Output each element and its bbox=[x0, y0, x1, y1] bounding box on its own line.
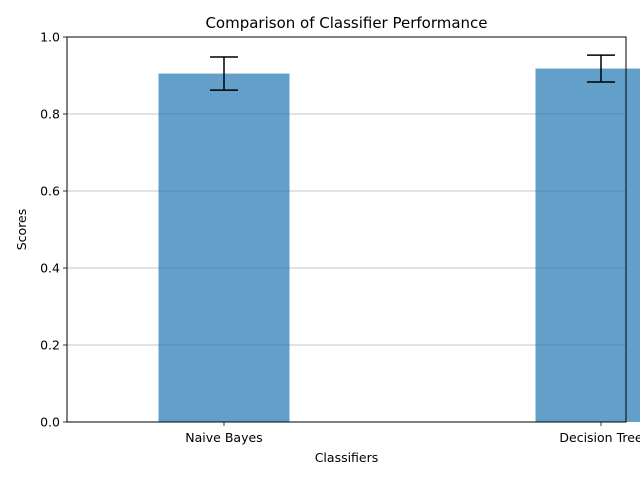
x-tick-label: Naive Bayes bbox=[185, 430, 262, 445]
plot-frame bbox=[66, 36, 627, 423]
bars bbox=[158, 68, 640, 422]
bar-naive-bayes bbox=[158, 73, 290, 422]
chart-title: Comparison of Classifier Performance bbox=[205, 14, 487, 32]
y-tick-label: 0.4 bbox=[40, 261, 60, 276]
y-axis-ticks: 0.0 0.2 0.4 0.6 0.8 1.0 bbox=[40, 30, 67, 430]
x-tick-label: Decision Tree bbox=[559, 430, 640, 445]
y-tick-label: 1.0 bbox=[40, 30, 60, 45]
x-axis-label: Classifiers bbox=[315, 450, 379, 465]
x-axis-ticks: Naive Bayes Decision Tree bbox=[185, 422, 640, 445]
y-tick-label: 0.6 bbox=[40, 184, 60, 199]
y-tick-label: 0.2 bbox=[40, 338, 60, 353]
y-axis-label: Scores bbox=[14, 209, 29, 251]
error-bars bbox=[210, 54, 615, 91]
y-tick-label: 0.0 bbox=[40, 415, 60, 430]
bar-decision-tree bbox=[535, 68, 640, 422]
y-tick-label: 0.8 bbox=[40, 107, 60, 122]
